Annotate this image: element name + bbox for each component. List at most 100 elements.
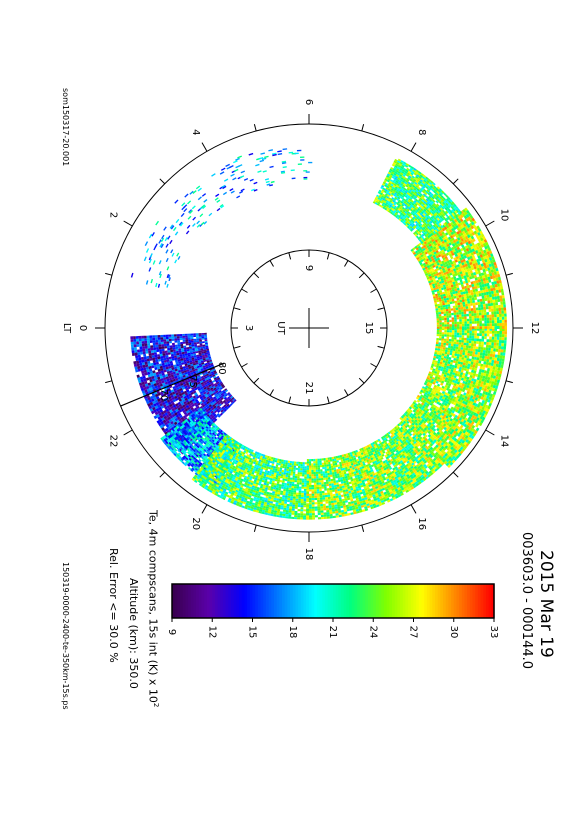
te-cell bbox=[205, 423, 209, 426]
te-cell bbox=[147, 343, 151, 346]
te-cell bbox=[195, 362, 199, 365]
te-cell bbox=[152, 340, 156, 343]
te-cell bbox=[187, 337, 191, 340]
te-cell bbox=[180, 439, 184, 443]
te-cell bbox=[290, 496, 294, 499]
te-cell bbox=[183, 347, 187, 350]
te-cell bbox=[190, 468, 194, 472]
te-cell bbox=[178, 348, 182, 351]
te-cell bbox=[163, 441, 168, 446]
te-cell bbox=[306, 476, 309, 479]
te-cell bbox=[258, 452, 262, 456]
te-cell bbox=[328, 507, 332, 510]
te-cell bbox=[214, 436, 217, 440]
te-cell bbox=[190, 464, 194, 468]
te-cell bbox=[195, 411, 199, 415]
te-cell bbox=[210, 447, 214, 451]
te-cell bbox=[198, 334, 202, 337]
te-cell bbox=[264, 472, 267, 475]
te-cell bbox=[283, 470, 287, 473]
te-cell bbox=[493, 345, 497, 349]
te-cell bbox=[201, 429, 205, 433]
te-cell bbox=[198, 389, 203, 393]
te-cell bbox=[277, 469, 280, 472]
te-cell bbox=[158, 344, 162, 347]
te-cell bbox=[435, 344, 439, 347]
te-cell bbox=[199, 462, 203, 466]
te-cell bbox=[203, 367, 207, 370]
te-cell bbox=[189, 448, 193, 452]
te-cell bbox=[239, 486, 243, 490]
te-cell bbox=[292, 471, 296, 474]
te-cell bbox=[293, 490, 297, 493]
te-cell bbox=[291, 461, 295, 464]
te-cell bbox=[251, 471, 255, 475]
te-cell bbox=[467, 350, 471, 354]
te-cell bbox=[196, 336, 199, 339]
te-cell bbox=[259, 477, 263, 480]
te-cell bbox=[190, 353, 194, 357]
te-cell bbox=[194, 392, 198, 396]
te-cell bbox=[205, 438, 209, 442]
te-cell bbox=[209, 413, 214, 418]
te-cell bbox=[202, 422, 206, 426]
te-cell bbox=[201, 383, 205, 387]
te-cell bbox=[192, 461, 196, 465]
te-cell bbox=[183, 345, 187, 348]
te-cell bbox=[293, 467, 296, 470]
te-cell bbox=[198, 338, 202, 341]
te-cell bbox=[212, 404, 216, 408]
te-cell bbox=[481, 333, 485, 337]
te-cell bbox=[175, 414, 180, 418]
te-cell bbox=[315, 461, 318, 464]
te-cell bbox=[321, 462, 325, 465]
te-cell bbox=[491, 336, 495, 340]
te-cell bbox=[148, 376, 152, 380]
te-cell bbox=[434, 350, 438, 353]
te-cell bbox=[160, 341, 164, 345]
te-cell bbox=[278, 473, 282, 476]
te-cell bbox=[152, 359, 156, 363]
te-cell bbox=[333, 498, 337, 501]
te-cell bbox=[208, 412, 212, 416]
te-cell bbox=[194, 443, 198, 447]
te-cell bbox=[198, 458, 202, 463]
te-cell bbox=[333, 495, 336, 499]
te-cell bbox=[466, 333, 470, 336]
te-cell bbox=[300, 505, 304, 508]
te-cell bbox=[217, 402, 221, 406]
te-cell bbox=[316, 482, 319, 485]
te-cell bbox=[186, 426, 190, 430]
te-cell bbox=[202, 401, 207, 405]
te-cell bbox=[325, 473, 328, 476]
te-cell bbox=[263, 503, 267, 507]
te-cell bbox=[248, 479, 252, 483]
te-cell bbox=[205, 373, 209, 377]
te-cell bbox=[503, 349, 506, 353]
te-cell bbox=[263, 465, 267, 469]
te-cell bbox=[184, 363, 188, 367]
te-cell bbox=[309, 480, 312, 483]
te-cell bbox=[205, 379, 209, 383]
te-cell bbox=[323, 481, 327, 485]
te-cell bbox=[270, 499, 274, 502]
te-cell bbox=[171, 367, 175, 371]
te-cell bbox=[182, 415, 187, 419]
te-cell bbox=[328, 505, 332, 508]
te-cell bbox=[258, 465, 262, 469]
te-cell bbox=[311, 510, 315, 514]
te-cell bbox=[278, 484, 282, 487]
te-cell bbox=[259, 487, 263, 491]
te-cell bbox=[184, 435, 188, 439]
te-cell bbox=[313, 458, 316, 462]
te-cell bbox=[451, 337, 455, 340]
te-cell bbox=[334, 508, 338, 512]
te-cell bbox=[172, 378, 176, 382]
te-cell bbox=[248, 466, 252, 470]
te-cell bbox=[318, 471, 321, 474]
te-cell bbox=[172, 398, 177, 403]
te-cell bbox=[179, 336, 183, 339]
te-cell bbox=[158, 422, 162, 427]
te-cell bbox=[275, 477, 278, 480]
te-cell bbox=[190, 391, 194, 395]
